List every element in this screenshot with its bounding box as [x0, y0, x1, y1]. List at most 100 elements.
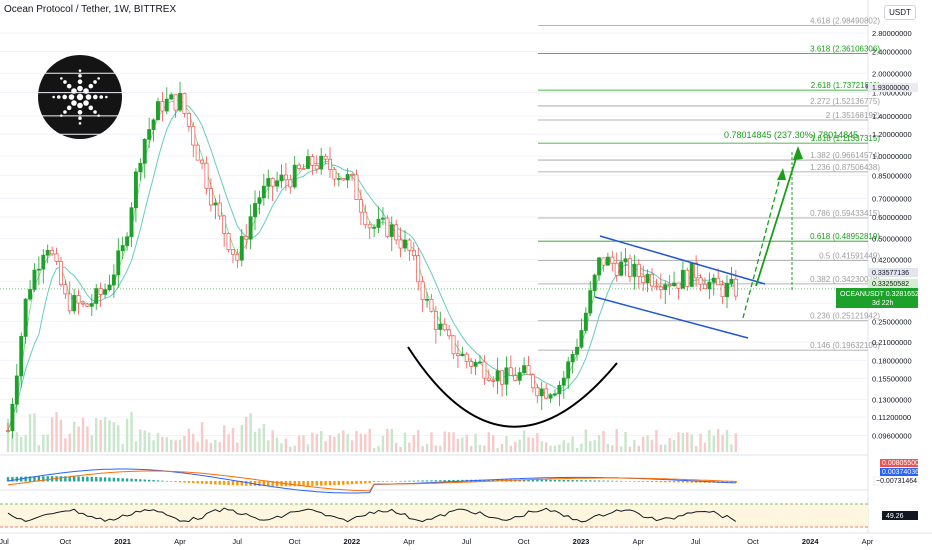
volume-bar — [690, 434, 693, 452]
candle — [658, 286, 663, 290]
macd-histogram-bar — [562, 479, 565, 482]
macd-histogram-bar — [628, 481, 632, 482]
volume-bar — [222, 425, 226, 452]
volume-bar — [218, 442, 221, 452]
macd-histogram-bar — [492, 479, 495, 482]
volume-bar — [540, 441, 543, 452]
volume-bar — [434, 445, 438, 452]
macd-histogram-bar — [165, 480, 168, 482]
candle — [486, 377, 491, 381]
fib-label: 0.146 (0.19632106) — [810, 341, 880, 350]
volume-bar — [6, 418, 10, 452]
macd-histogram-bar — [236, 481, 239, 486]
volume-bar — [562, 440, 565, 452]
logo-dot — [105, 95, 108, 99]
volume-bar — [439, 445, 442, 452]
volume-bar — [293, 445, 296, 452]
volume-bar — [580, 443, 583, 452]
volume-bar — [306, 444, 310, 452]
candle — [733, 278, 738, 297]
y-tick-label: 0.15500000 — [872, 374, 912, 383]
candle — [14, 375, 19, 405]
macd-histogram-bar — [271, 481, 274, 487]
candle — [19, 336, 24, 377]
macd-histogram-bar — [33, 476, 36, 482]
candle — [495, 370, 500, 382]
macd-histogram-bar — [253, 481, 257, 486]
candle — [372, 227, 377, 229]
macd-histogram-bar — [377, 481, 380, 482]
macd-histogram-bar — [267, 481, 270, 487]
moving-averages — [7, 98, 736, 431]
candle — [103, 289, 107, 295]
y-tick-label: 0.13000000 — [872, 395, 912, 404]
candle — [632, 263, 637, 277]
volume-bar — [430, 432, 433, 452]
fib-label: 0.618 (0.48952819) — [810, 232, 880, 241]
fib-label: 0.236 (0.25121942) — [810, 312, 880, 321]
volume-bar — [183, 436, 186, 452]
volume-bar — [143, 430, 146, 452]
macd-histogram-bar — [324, 481, 327, 486]
currency-badge[interactable]: USDT — [884, 5, 916, 20]
macd-histogram-bar — [218, 481, 221, 485]
candle — [54, 253, 59, 262]
fib-label: 2.272 (1.52136775) — [810, 97, 880, 106]
volume-bar — [125, 418, 129, 452]
macd-histogram-bar — [646, 481, 649, 482]
fib-label: 4.618 (2.98490802) — [810, 17, 880, 26]
candle — [235, 253, 240, 261]
candle — [575, 346, 579, 355]
macd-histogram-bar — [11, 476, 14, 482]
volume-bars — [6, 411, 738, 452]
macd-histogram-bar — [297, 481, 301, 487]
candle — [592, 274, 597, 291]
candle — [213, 202, 218, 206]
macd-histogram-bar — [694, 481, 698, 483]
time-axis: Jul Oct 2021 Apr Jul Oct 2022 Apr Jul Oct 2023 Apr J… — [0, 537, 874, 546]
candle — [694, 262, 699, 279]
candle — [253, 203, 257, 218]
macd-histogram-bar — [46, 476, 49, 482]
volume-bar — [377, 446, 380, 452]
macd-histogram-bar — [390, 481, 393, 482]
candle — [398, 239, 403, 249]
volume-bar — [267, 440, 270, 452]
candle — [367, 224, 372, 229]
macd-histogram-bar — [183, 481, 186, 483]
macd-histogram-bar — [200, 481, 204, 484]
volume-bar — [50, 417, 54, 452]
candle — [266, 178, 271, 187]
candle — [597, 257, 602, 276]
candle — [111, 274, 116, 286]
volume-bar — [11, 433, 14, 452]
candle — [306, 156, 310, 169]
y-tick-label: 0.25000000 — [872, 317, 912, 326]
candle — [310, 156, 315, 166]
volume-bar — [536, 433, 539, 452]
candle — [120, 245, 125, 252]
candle — [601, 257, 606, 266]
logo-dot — [71, 100, 77, 106]
volume-bar — [200, 422, 204, 452]
candle — [283, 174, 288, 181]
moving-average-line — [7, 104, 736, 431]
macd-histogram-bar — [205, 481, 208, 484]
macd-histogram-bar — [99, 477, 102, 482]
macd-histogram-bar — [139, 479, 142, 482]
signal-line — [7, 98, 736, 431]
x-tick-label: Apr — [632, 537, 644, 546]
macd-histogram-bar — [408, 480, 411, 482]
candle — [720, 284, 725, 298]
candle — [76, 295, 81, 304]
candle — [226, 233, 231, 250]
candle — [403, 239, 407, 249]
candle — [288, 179, 293, 188]
x-tick-label: Apr — [862, 537, 874, 546]
candle — [376, 218, 381, 228]
candle — [535, 387, 540, 397]
candle — [350, 174, 355, 176]
candle — [623, 258, 628, 263]
channel-upper-line — [599, 235, 766, 285]
